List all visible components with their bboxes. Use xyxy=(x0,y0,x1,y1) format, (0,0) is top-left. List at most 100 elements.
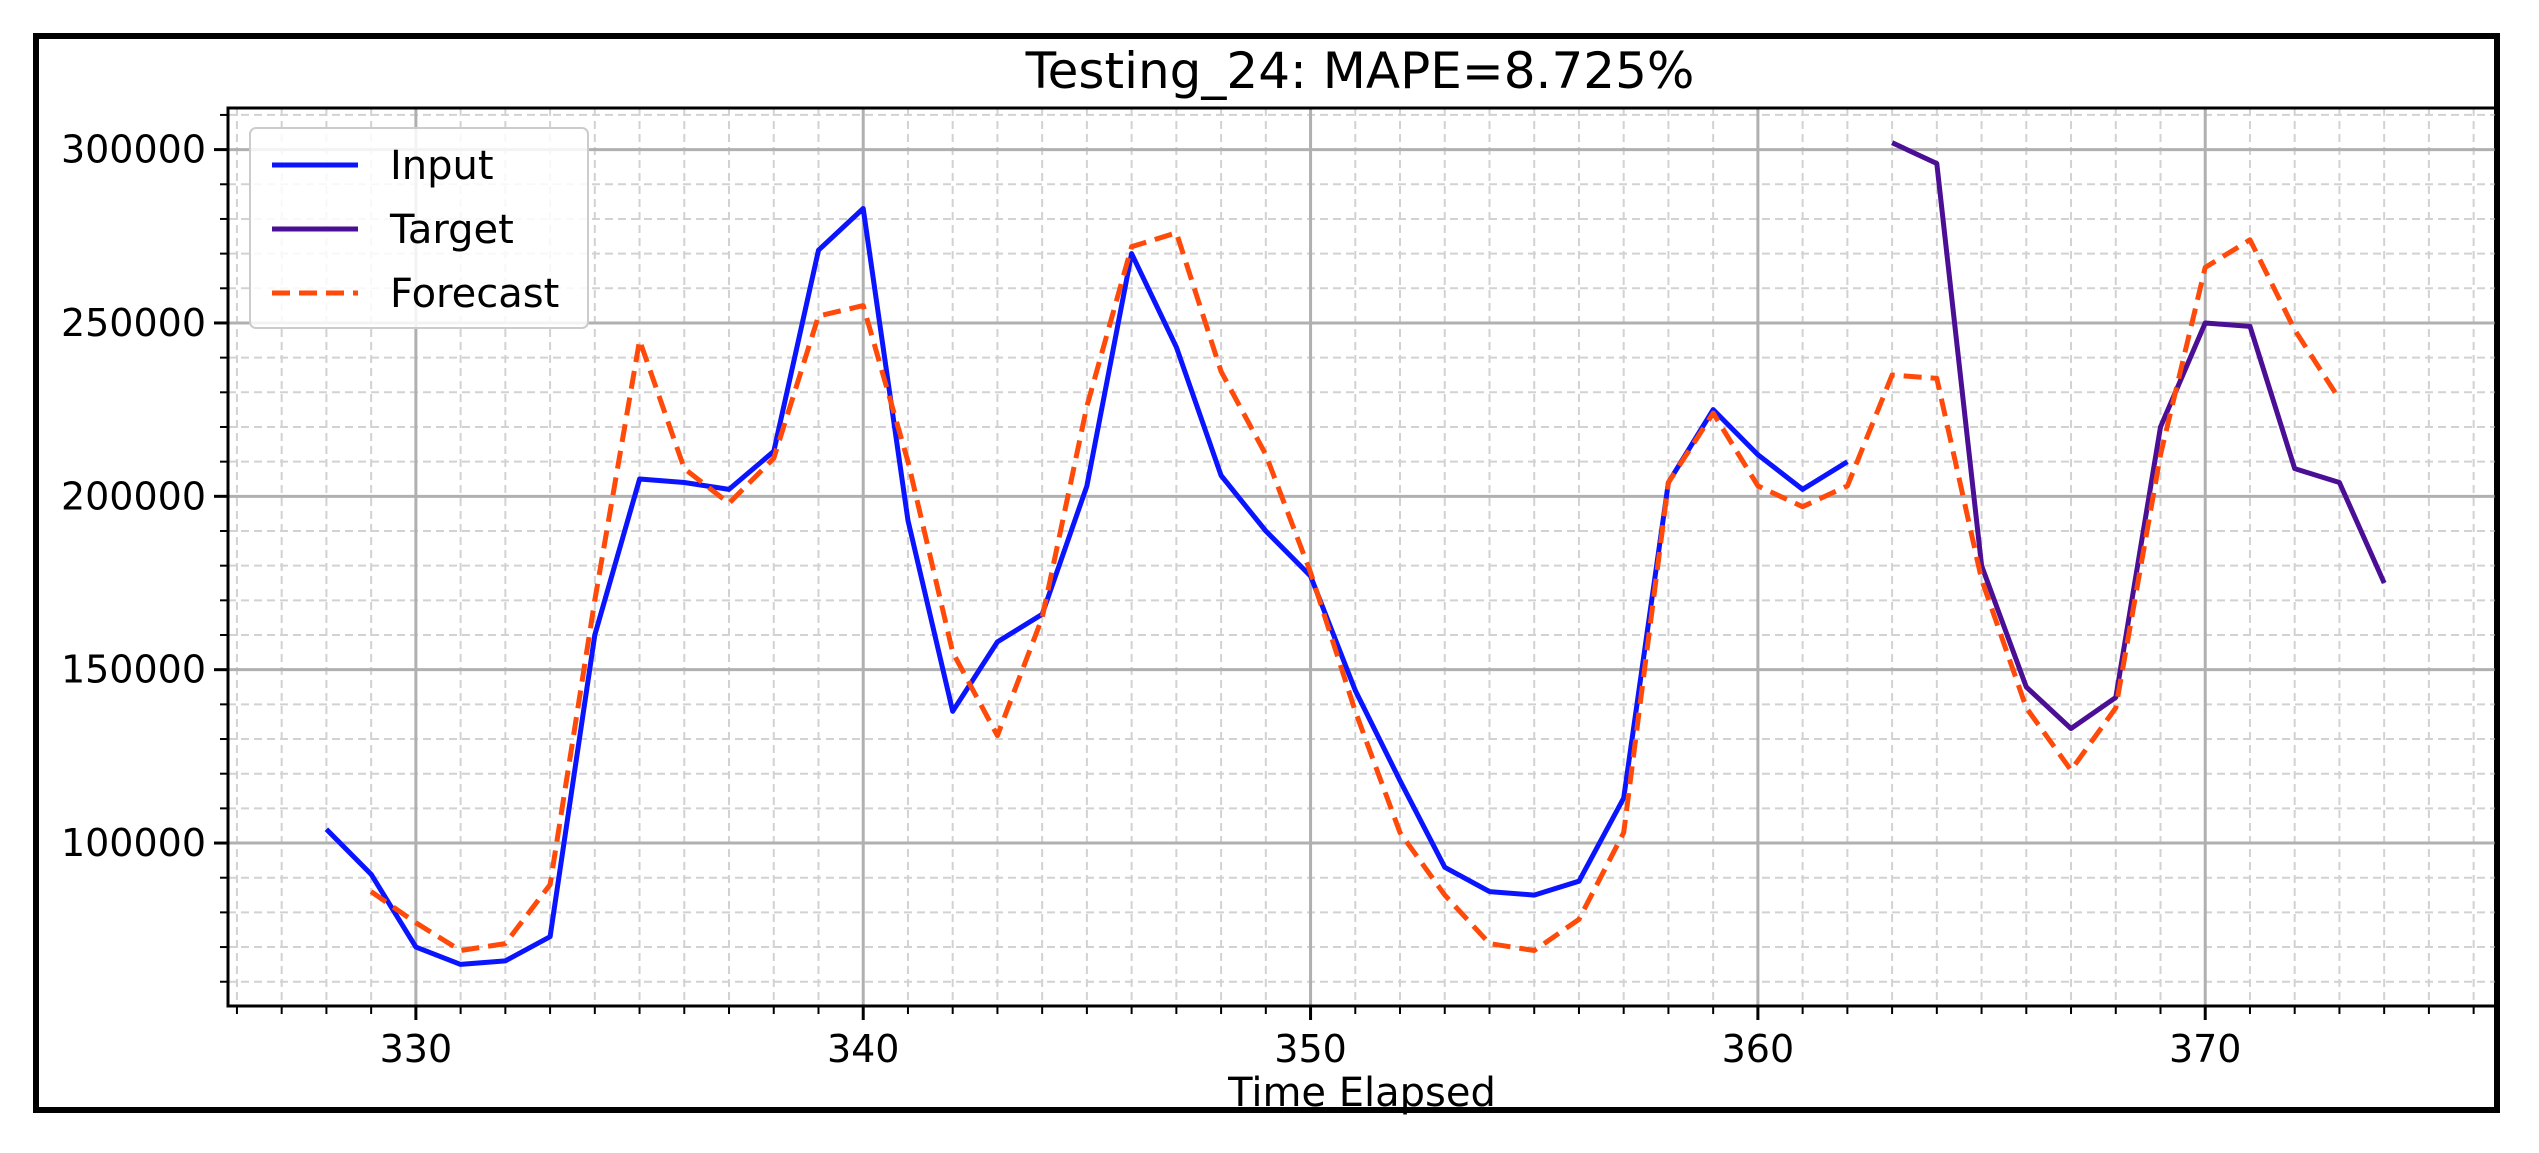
series-line-input xyxy=(324,206,1849,967)
x-tick-label: 370 xyxy=(2169,1027,2242,1071)
data-point-forecast xyxy=(1710,410,1716,416)
data-point-forecast xyxy=(1665,480,1671,486)
data-point-target xyxy=(2158,424,2164,430)
data-point-input xyxy=(816,247,822,253)
data-point-forecast xyxy=(950,649,956,655)
chart-title: Testing_24: MAPE=8.725% xyxy=(1025,42,1695,100)
data-point-forecast xyxy=(2336,396,2342,402)
data-point-target xyxy=(2202,320,2208,326)
data-point-input xyxy=(994,639,1000,645)
data-point-input xyxy=(1352,688,1358,694)
data-point-forecast xyxy=(1218,369,1224,375)
data-point-forecast xyxy=(994,733,1000,739)
data-point-input xyxy=(1218,473,1224,479)
data-point-forecast xyxy=(726,500,732,506)
data-point-forecast xyxy=(1263,452,1269,458)
data-point-forecast xyxy=(1129,244,1135,250)
data-point-forecast xyxy=(1442,892,1448,898)
minor-grid xyxy=(228,108,2496,1006)
data-point-target xyxy=(2292,466,2298,472)
data-point-input xyxy=(1800,486,1806,492)
data-point-forecast xyxy=(1173,230,1179,236)
data-point-input xyxy=(1084,483,1090,489)
data-point-input xyxy=(1844,459,1850,465)
data-point-input xyxy=(905,518,911,524)
data-point-forecast xyxy=(860,303,866,309)
data-point-forecast xyxy=(816,313,822,319)
data-point-input xyxy=(502,958,508,964)
data-point-forecast xyxy=(771,455,777,461)
data-point-forecast xyxy=(458,948,464,954)
data-point-forecast xyxy=(502,941,508,947)
data-point-input xyxy=(547,934,553,940)
data-point-forecast xyxy=(368,889,374,895)
data-point-input xyxy=(1531,892,1537,898)
x-tick-label: 350 xyxy=(1274,1027,1347,1071)
y-tick-label: 250000 xyxy=(61,301,206,345)
data-point-forecast xyxy=(1979,577,1985,583)
data-point-target xyxy=(2381,580,2387,586)
legend-label-target: Target xyxy=(389,207,514,253)
legend: Input Target Forecast xyxy=(249,127,589,329)
data-point-forecast xyxy=(1576,916,1582,922)
y-tick-label: 300000 xyxy=(61,128,206,172)
data-point-forecast xyxy=(1934,375,1940,381)
data-point-input xyxy=(368,871,374,877)
data-point-forecast xyxy=(2113,705,2119,711)
data-point-forecast xyxy=(637,337,643,343)
data-point-forecast xyxy=(547,882,553,888)
data-point-forecast xyxy=(1889,372,1895,378)
x-tick-label: 340 xyxy=(827,1027,900,1071)
data-point-forecast xyxy=(1844,483,1850,489)
data-point-input xyxy=(1129,251,1135,257)
data-point-forecast xyxy=(1308,570,1314,576)
data-point-target xyxy=(1889,140,1895,146)
data-point-forecast xyxy=(1621,830,1627,836)
data-point-input xyxy=(1487,889,1493,895)
data-point-target xyxy=(2247,323,2253,329)
axis-ticks: 330 340 350 360 370 100000 150000 200000 250000 3… xyxy=(61,113,2475,1071)
data-point-target xyxy=(2068,726,2074,732)
data-point-forecast xyxy=(2247,237,2253,243)
data-point-forecast xyxy=(1397,830,1403,836)
legend-box xyxy=(249,127,589,329)
data-point-target xyxy=(2023,684,2029,690)
y-tick-label: 200000 xyxy=(61,474,206,518)
data-point-input xyxy=(860,206,866,212)
data-point-forecast xyxy=(1487,941,1493,947)
data-point-forecast xyxy=(2202,265,2208,271)
data-point-input xyxy=(458,961,464,967)
data-point-forecast xyxy=(2158,452,2164,458)
data-point-forecast xyxy=(2068,767,2074,773)
legend-label-forecast: Forecast xyxy=(390,271,559,317)
data-point-input xyxy=(592,632,598,638)
data-point-target xyxy=(1934,161,1940,167)
data-point-forecast xyxy=(2292,327,2298,333)
data-point-input xyxy=(1755,452,1761,458)
data-point-input xyxy=(726,486,732,492)
data-point-forecast xyxy=(413,920,419,926)
data-point-input xyxy=(1263,528,1269,534)
data-point-forecast xyxy=(1352,708,1358,714)
data-point-input xyxy=(1442,864,1448,870)
data-point-forecast xyxy=(1039,615,1045,621)
data-point-input xyxy=(1397,778,1403,784)
x-tick-label: 360 xyxy=(1722,1027,1795,1071)
y-tick-label: 100000 xyxy=(61,821,206,865)
data-point-forecast xyxy=(1755,483,1761,489)
data-point-forecast xyxy=(1800,504,1806,510)
y-tick-label: 150000 xyxy=(61,648,206,692)
data-point-forecast xyxy=(592,597,598,603)
series-line-forecast xyxy=(369,230,2342,953)
legend-label-input: Input xyxy=(390,143,494,189)
data-point-input xyxy=(413,944,419,950)
data-point-forecast xyxy=(1084,403,1090,409)
data-point-input xyxy=(637,476,643,482)
data-point-forecast xyxy=(1531,948,1537,954)
data-point-forecast xyxy=(681,466,687,472)
plot-area-border xyxy=(226,106,2498,1008)
data-point-input xyxy=(950,708,956,714)
data-point-input xyxy=(1173,344,1179,350)
data-point-target xyxy=(2336,480,2342,486)
